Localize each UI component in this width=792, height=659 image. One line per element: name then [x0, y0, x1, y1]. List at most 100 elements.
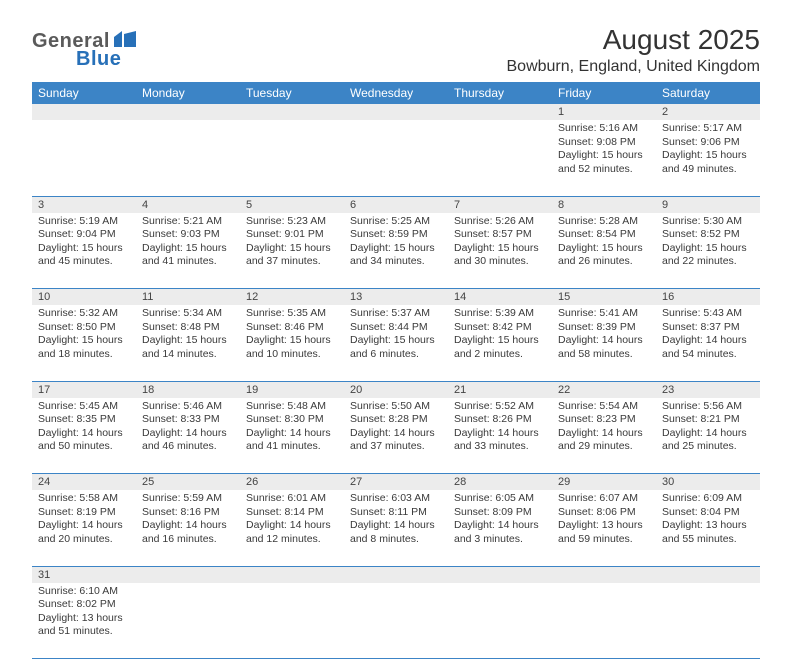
sunrise-text: Sunrise: 5:56 AM	[662, 400, 754, 414]
week-row: Sunrise: 5:58 AMSunset: 8:19 PMDaylight:…	[32, 490, 760, 566]
day-number-row: 17181920212223	[32, 381, 760, 398]
day-cell	[136, 583, 240, 659]
sunset-text: Sunset: 8:21 PM	[662, 413, 754, 427]
day-cell: Sunrise: 5:26 AMSunset: 8:57 PMDaylight:…	[448, 213, 552, 289]
day-cell: Sunrise: 6:09 AMSunset: 8:04 PMDaylight:…	[656, 490, 760, 566]
day-number-cell: 1	[552, 104, 656, 120]
day-cell	[240, 120, 344, 196]
sunset-text: Sunset: 8:09 PM	[454, 506, 546, 520]
sunrise-text: Sunrise: 5:26 AM	[454, 215, 546, 229]
sunset-text: Sunset: 8:48 PM	[142, 321, 234, 335]
sunset-text: Sunset: 8:14 PM	[246, 506, 338, 520]
day-cell: Sunrise: 6:07 AMSunset: 8:06 PMDaylight:…	[552, 490, 656, 566]
day-cell: Sunrise: 5:58 AMSunset: 8:19 PMDaylight:…	[32, 490, 136, 566]
location-text: Bowburn, England, United Kingdom	[507, 58, 761, 76]
day-cell	[448, 120, 552, 196]
day-number-row: 12	[32, 104, 760, 120]
day-number-cell: 31	[32, 566, 136, 583]
day-number-cell: 21	[448, 381, 552, 398]
day-cell: Sunrise: 6:10 AMSunset: 8:02 PMDaylight:…	[32, 583, 136, 659]
day-number-cell: 10	[32, 289, 136, 306]
daylight-text: Daylight: 15 hours and 18 minutes.	[38, 334, 130, 361]
day-number-cell	[136, 566, 240, 583]
sunrise-text: Sunrise: 6:09 AM	[662, 492, 754, 506]
sunrise-text: Sunrise: 5:25 AM	[350, 215, 442, 229]
sunset-text: Sunset: 8:06 PM	[558, 506, 650, 520]
day-cell: Sunrise: 5:16 AMSunset: 9:08 PMDaylight:…	[552, 120, 656, 196]
day-number-cell	[136, 104, 240, 120]
day-number-cell	[344, 104, 448, 120]
logo-text-blue: Blue	[76, 48, 121, 70]
day-number-cell: 18	[136, 381, 240, 398]
day-cell	[344, 583, 448, 659]
sunrise-text: Sunrise: 5:35 AM	[246, 307, 338, 321]
sunrise-text: Sunrise: 5:23 AM	[246, 215, 338, 229]
daylight-text: Daylight: 14 hours and 41 minutes.	[246, 427, 338, 454]
sunset-text: Sunset: 9:08 PM	[558, 136, 650, 150]
day-number-cell: 3	[32, 196, 136, 213]
day-cell: Sunrise: 5:56 AMSunset: 8:21 PMDaylight:…	[656, 398, 760, 474]
daylight-text: Daylight: 15 hours and 34 minutes.	[350, 242, 442, 269]
sunset-text: Sunset: 8:37 PM	[662, 321, 754, 335]
day-cell	[344, 120, 448, 196]
sunset-text: Sunset: 8:54 PM	[558, 228, 650, 242]
day-cell: Sunrise: 6:03 AMSunset: 8:11 PMDaylight:…	[344, 490, 448, 566]
sunrise-text: Sunrise: 5:17 AM	[662, 122, 754, 136]
day-number-cell: 16	[656, 289, 760, 306]
daylight-text: Daylight: 15 hours and 14 minutes.	[142, 334, 234, 361]
week-row: Sunrise: 5:45 AMSunset: 8:35 PMDaylight:…	[32, 398, 760, 474]
sunset-text: Sunset: 8:59 PM	[350, 228, 442, 242]
day-number-cell: 17	[32, 381, 136, 398]
day-cell	[448, 583, 552, 659]
sunset-text: Sunset: 8:30 PM	[246, 413, 338, 427]
day-cell: Sunrise: 5:30 AMSunset: 8:52 PMDaylight:…	[656, 213, 760, 289]
day-cell	[32, 120, 136, 196]
weekday-header: Monday	[136, 82, 240, 104]
day-cell: Sunrise: 5:39 AMSunset: 8:42 PMDaylight:…	[448, 305, 552, 381]
day-number-cell: 23	[656, 381, 760, 398]
sunset-text: Sunset: 9:01 PM	[246, 228, 338, 242]
sunrise-text: Sunrise: 6:07 AM	[558, 492, 650, 506]
day-cell: Sunrise: 5:50 AMSunset: 8:28 PMDaylight:…	[344, 398, 448, 474]
day-cell: Sunrise: 5:25 AMSunset: 8:59 PMDaylight:…	[344, 213, 448, 289]
day-number-cell: 25	[136, 474, 240, 491]
day-number-cell: 20	[344, 381, 448, 398]
weekday-header: Tuesday	[240, 82, 344, 104]
daylight-text: Daylight: 14 hours and 58 minutes.	[558, 334, 650, 361]
sunset-text: Sunset: 8:52 PM	[662, 228, 754, 242]
day-number-cell: 19	[240, 381, 344, 398]
day-cell: Sunrise: 5:43 AMSunset: 8:37 PMDaylight:…	[656, 305, 760, 381]
weekday-header-row: SundayMondayTuesdayWednesdayThursdayFrid…	[32, 82, 760, 104]
day-cell: Sunrise: 5:41 AMSunset: 8:39 PMDaylight:…	[552, 305, 656, 381]
daylight-text: Daylight: 14 hours and 12 minutes.	[246, 519, 338, 546]
day-cell	[136, 120, 240, 196]
day-cell: Sunrise: 5:48 AMSunset: 8:30 PMDaylight:…	[240, 398, 344, 474]
day-cell	[552, 583, 656, 659]
sunrise-text: Sunrise: 6:05 AM	[454, 492, 546, 506]
day-cell: Sunrise: 5:35 AMSunset: 8:46 PMDaylight:…	[240, 305, 344, 381]
day-number-cell: 9	[656, 196, 760, 213]
day-number-cell: 15	[552, 289, 656, 306]
sunset-text: Sunset: 8:23 PM	[558, 413, 650, 427]
day-number-cell: 5	[240, 196, 344, 213]
day-number-row: 10111213141516	[32, 289, 760, 306]
week-row: Sunrise: 6:10 AMSunset: 8:02 PMDaylight:…	[32, 583, 760, 659]
sunrise-text: Sunrise: 5:34 AM	[142, 307, 234, 321]
weekday-header: Saturday	[656, 82, 760, 104]
sunset-text: Sunset: 8:57 PM	[454, 228, 546, 242]
day-cell: Sunrise: 6:05 AMSunset: 8:09 PMDaylight:…	[448, 490, 552, 566]
day-number-cell: 13	[344, 289, 448, 306]
sunrise-text: Sunrise: 5:41 AM	[558, 307, 650, 321]
daylight-text: Daylight: 14 hours and 8 minutes.	[350, 519, 442, 546]
sunrise-text: Sunrise: 5:54 AM	[558, 400, 650, 414]
sunrise-text: Sunrise: 5:46 AM	[142, 400, 234, 414]
day-cell: Sunrise: 5:23 AMSunset: 9:01 PMDaylight:…	[240, 213, 344, 289]
day-number-cell	[344, 566, 448, 583]
daylight-text: Daylight: 15 hours and 22 minutes.	[662, 242, 754, 269]
sunrise-text: Sunrise: 5:16 AM	[558, 122, 650, 136]
daylight-text: Daylight: 15 hours and 30 minutes.	[454, 242, 546, 269]
day-number-cell	[448, 566, 552, 583]
sunset-text: Sunset: 8:11 PM	[350, 506, 442, 520]
day-cell: Sunrise: 5:28 AMSunset: 8:54 PMDaylight:…	[552, 213, 656, 289]
week-row: Sunrise: 5:19 AMSunset: 9:04 PMDaylight:…	[32, 213, 760, 289]
